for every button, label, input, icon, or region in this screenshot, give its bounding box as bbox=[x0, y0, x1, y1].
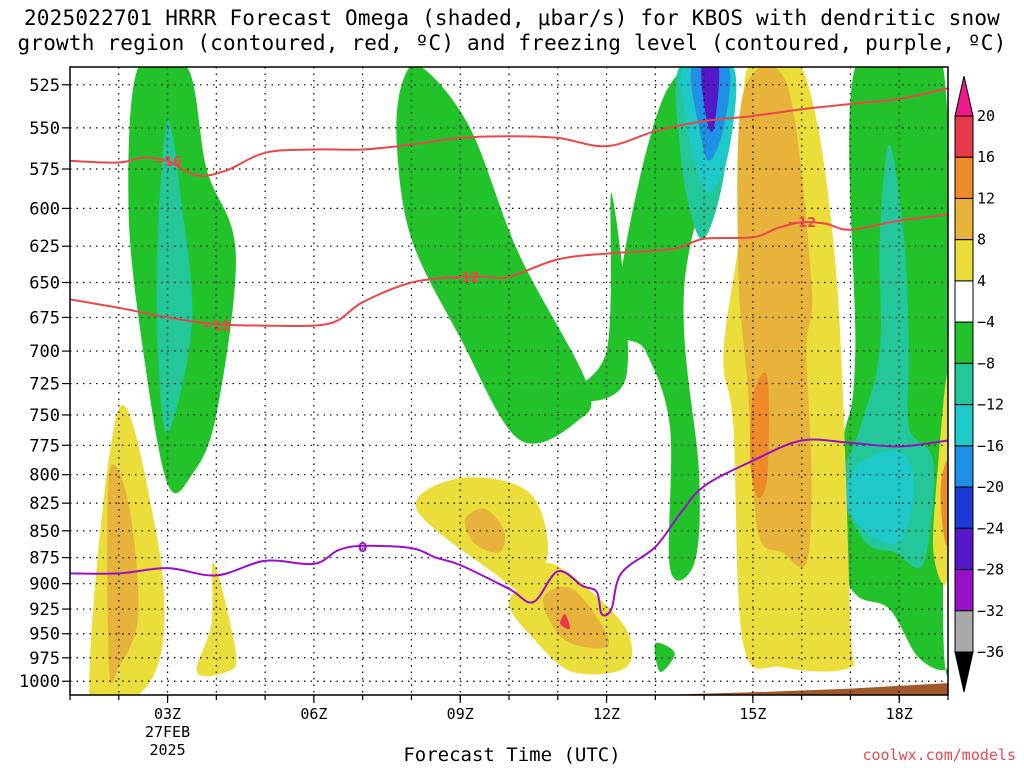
grid-lines bbox=[70, 67, 948, 695]
x-axis-label: Forecast Time (UTC) bbox=[403, 744, 621, 766]
y-tick-label-600: 600 bbox=[29, 199, 60, 219]
omega-region-19 bbox=[542, 586, 610, 649]
y-tick-label-575: 575 bbox=[29, 160, 60, 180]
colorbar-bin-1 bbox=[954, 156, 974, 199]
x-tick-label-18Z: 18Z bbox=[886, 705, 913, 723]
dendritic-contour-label-2: −12 bbox=[202, 320, 231, 335]
y-tick-label-700: 700 bbox=[29, 342, 60, 362]
colorbar: 20 16 12 8 4 −4 −8 −12 −16 −20 −24 −28 −32 −36 bbox=[954, 75, 1004, 693]
y-tick-label-800: 800 bbox=[29, 466, 60, 486]
colorbar-bin-9 bbox=[954, 486, 974, 529]
colorbar-bin-11 bbox=[954, 569, 974, 612]
colorbar-bin-7 bbox=[954, 404, 974, 447]
colorbar-label-9: −20 bbox=[977, 478, 1004, 496]
omega-region-23 bbox=[750, 372, 770, 498]
y-tick-label-650: 650 bbox=[29, 273, 60, 293]
colorbar-label-5: −4 bbox=[977, 313, 995, 331]
y-tick-label-675: 675 bbox=[29, 308, 60, 328]
y-tick-label-875: 875 bbox=[29, 549, 60, 569]
y-tick-label-750: 750 bbox=[29, 406, 60, 426]
omega-region-4 bbox=[616, 67, 734, 581]
y-tick-label-1000: 1000 bbox=[19, 672, 60, 692]
colorbar-bin-6 bbox=[954, 362, 974, 406]
y-tick-label-975: 975 bbox=[29, 649, 60, 669]
colorbar-bottom-arrow bbox=[954, 651, 974, 693]
colorbar-bin-2 bbox=[954, 197, 974, 241]
dendritic-contour-label-3: −12 bbox=[451, 271, 480, 286]
credit-link[interactable]: coolwx.com/models bbox=[862, 746, 1016, 764]
y-tick-label-525: 525 bbox=[29, 76, 60, 96]
y-tick-label-775: 775 bbox=[29, 436, 60, 456]
axes: 525 550 575 600 625 650 675 700 725 750 775 800 825 8… bbox=[19, 66, 949, 759]
omega-region-12 bbox=[654, 642, 675, 673]
colorbar-label-4: 4 bbox=[977, 272, 986, 290]
dendritic-contour-line-0 bbox=[70, 87, 948, 177]
y-tick-label-550: 550 bbox=[29, 119, 60, 139]
x-tick-label-15Z: 15Z bbox=[739, 705, 766, 723]
dendritic-contour-line-1 bbox=[70, 213, 948, 328]
colorbar-label-0: 20 bbox=[977, 107, 995, 125]
colorbar-bin-0 bbox=[954, 115, 974, 158]
x-tick-label-09Z: 09Z bbox=[447, 705, 474, 723]
contour-lines: −16 −12 −12 −12 0 bbox=[70, 87, 948, 617]
colorbar-bin-5 bbox=[954, 321, 974, 364]
colorbar-label-8: −16 bbox=[977, 437, 1004, 455]
omega-region-2 bbox=[396, 67, 592, 444]
title-line-1: 2025022701 HRRR Forecast Omega (shaded, … bbox=[23, 6, 1001, 30]
colorbar-label-12: −32 bbox=[977, 602, 1004, 620]
colorbar-bin-3 bbox=[954, 239, 974, 282]
y-tick-label-625: 625 bbox=[29, 237, 60, 257]
freezing-contour-line-0 bbox=[70, 438, 948, 617]
omega-region-15 bbox=[196, 562, 237, 677]
dendritic-contour-label-0: −16 bbox=[153, 155, 182, 170]
chart-title: 2025022701 HRRR Forecast Omega (shaded, … bbox=[0, 6, 1024, 56]
colorbar-label-11: −28 bbox=[977, 561, 1004, 579]
x-tick-date: 27FEB bbox=[145, 723, 190, 741]
colorbar-label-13: −36 bbox=[977, 643, 1004, 661]
omega-shading bbox=[70, 67, 948, 695]
colorbar-bin-10 bbox=[954, 527, 974, 571]
colorbar-label-6: −8 bbox=[977, 354, 995, 372]
y-tick-label-850: 850 bbox=[29, 522, 60, 542]
title-line-2: growth region (contoured, red, ºC) and f… bbox=[17, 31, 1007, 55]
colorbar-label-3: 8 bbox=[977, 231, 986, 249]
colorbar-bin-12 bbox=[954, 610, 974, 653]
dendritic-contour-label-1: −12 bbox=[787, 216, 816, 231]
y-tick-label-725: 725 bbox=[29, 375, 60, 395]
omega-region-3 bbox=[562, 192, 629, 402]
omega-region-11 bbox=[845, 450, 914, 545]
terrain-fill bbox=[70, 683, 948, 695]
x-tick-label-12Z: 12Z bbox=[593, 705, 620, 723]
omega-region-17 bbox=[464, 508, 506, 553]
colorbar-bin-4 bbox=[954, 280, 974, 323]
x-tick-year: 2025 bbox=[149, 741, 185, 759]
y-tick-label-900: 900 bbox=[29, 575, 60, 595]
x-tick-label-03Z: 03Z bbox=[154, 705, 181, 723]
colorbar-label-10: −24 bbox=[977, 519, 1004, 537]
y-tick-label-825: 825 bbox=[29, 494, 60, 514]
colorbar-label-7: −12 bbox=[977, 396, 1004, 414]
omega-region-8 bbox=[701, 67, 720, 132]
y-tick-label-925: 925 bbox=[29, 600, 60, 620]
omega-region-1 bbox=[156, 119, 193, 434]
x-tick-label-06Z: 06Z bbox=[300, 705, 327, 723]
colorbar-label-2: 12 bbox=[977, 189, 995, 207]
colorbar-bin-8 bbox=[954, 445, 974, 488]
colorbar-label-1: 16 bbox=[977, 148, 995, 166]
omega-region-25 bbox=[940, 460, 948, 546]
omega-region-20 bbox=[560, 613, 571, 630]
freezing-contour-label-0: 0 bbox=[358, 541, 367, 556]
y-tick-label-950: 950 bbox=[29, 625, 60, 645]
colorbar-top-arrow bbox=[954, 75, 974, 117]
